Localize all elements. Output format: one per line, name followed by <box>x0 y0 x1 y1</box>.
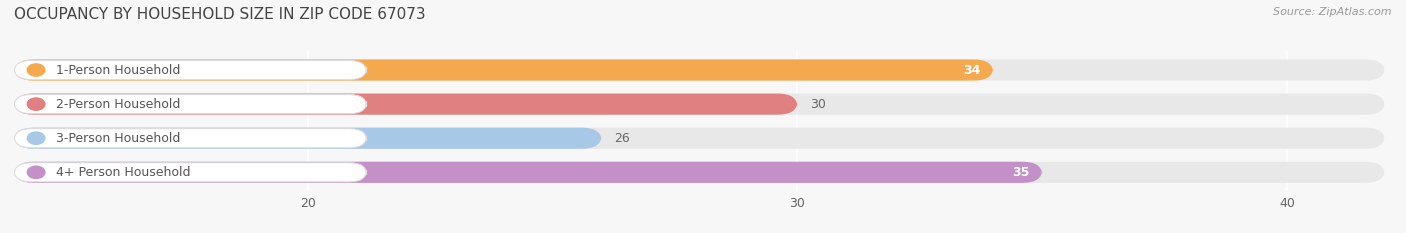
Circle shape <box>27 132 45 144</box>
FancyBboxPatch shape <box>14 128 1385 149</box>
FancyBboxPatch shape <box>14 59 993 81</box>
Text: Source: ZipAtlas.com: Source: ZipAtlas.com <box>1274 7 1392 17</box>
Text: 2-Person Household: 2-Person Household <box>56 98 180 111</box>
Circle shape <box>27 166 45 178</box>
Circle shape <box>27 98 45 110</box>
Text: 4+ Person Household: 4+ Person Household <box>56 166 190 179</box>
Circle shape <box>27 64 45 76</box>
FancyBboxPatch shape <box>14 128 602 149</box>
FancyBboxPatch shape <box>14 93 797 115</box>
FancyBboxPatch shape <box>14 61 367 79</box>
FancyBboxPatch shape <box>14 93 1385 115</box>
Text: 1-Person Household: 1-Person Household <box>56 64 180 76</box>
Text: 3-Person Household: 3-Person Household <box>56 132 180 145</box>
Text: 26: 26 <box>614 132 630 145</box>
FancyBboxPatch shape <box>14 59 1385 81</box>
FancyBboxPatch shape <box>14 95 367 114</box>
Text: OCCUPANCY BY HOUSEHOLD SIZE IN ZIP CODE 67073: OCCUPANCY BY HOUSEHOLD SIZE IN ZIP CODE … <box>14 7 426 22</box>
FancyBboxPatch shape <box>14 162 1042 183</box>
Text: 35: 35 <box>1012 166 1031 179</box>
Text: 30: 30 <box>810 98 825 111</box>
FancyBboxPatch shape <box>14 162 1385 183</box>
Text: 34: 34 <box>963 64 981 76</box>
FancyBboxPatch shape <box>14 129 367 148</box>
FancyBboxPatch shape <box>14 163 367 182</box>
